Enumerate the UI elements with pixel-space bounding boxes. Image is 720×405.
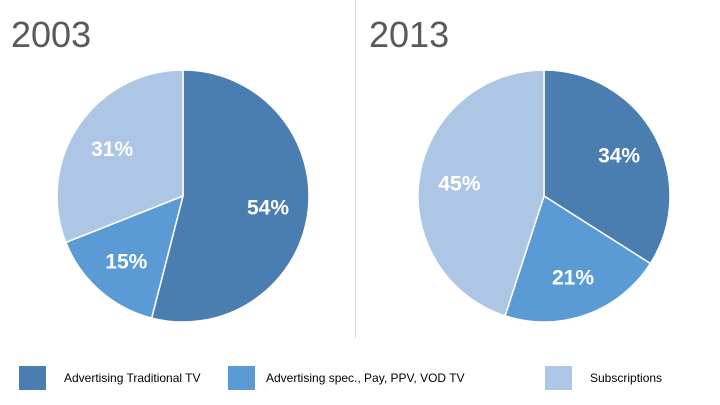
pie-slice-2013-spec-pay-tv bbox=[504, 194, 652, 323]
pie-label-2003-spec-pay-tv: 15% bbox=[105, 250, 147, 273]
legend-item-subscriptions: Subscriptions bbox=[545, 366, 662, 390]
legend-swatch-subscriptions bbox=[545, 366, 572, 390]
legend-swatch-traditional-tv bbox=[19, 366, 46, 390]
pie-label-2003-traditional-tv: 54% bbox=[247, 197, 289, 220]
pie-chart-2003: 54% 15% 31% bbox=[56, 69, 310, 323]
pie-slice-2013-subscriptions bbox=[417, 69, 545, 317]
pie-label-2003-subscriptions: 31% bbox=[91, 138, 133, 161]
legend-label-traditional-tv: Advertising Traditional TV bbox=[64, 371, 201, 385]
pie-slice-2003-subscriptions bbox=[56, 69, 184, 244]
legend-item-spec-pay-tv: Advertising spec., Pay, PPV, VOD TV bbox=[228, 366, 465, 390]
legend-label-subscriptions: Subscriptions bbox=[590, 371, 663, 385]
pie-chart-2013: 34% 21% 45% bbox=[417, 69, 671, 323]
pie-title-2003: 2003 bbox=[11, 14, 92, 55]
pie-label-2013-subscriptions: 45% bbox=[438, 173, 480, 196]
pie-title-2013: 2013 bbox=[369, 14, 450, 55]
pie-slice-2003-traditional-tv bbox=[150, 69, 310, 323]
legend-item-traditional-tv: Advertising Traditional TV bbox=[19, 366, 201, 390]
legend-label-spec-pay-tv: Advertising spec., Pay, PPV, VOD TV bbox=[266, 371, 465, 385]
legend-swatch-spec-pay-tv bbox=[228, 366, 255, 390]
legend: Advertising Traditional TV Advertising s… bbox=[0, 366, 720, 396]
pie-slice-2003-spec-pay-tv bbox=[64, 194, 185, 319]
pie-panel-2003: 2003 54% 15% 31% bbox=[0, 0, 356, 338]
pie-label-2013-spec-pay-tv: 21% bbox=[552, 267, 594, 290]
pie-panel-2013: 2013 34% 21% 45% bbox=[362, 0, 720, 338]
pie-label-2013-traditional-tv: 34% bbox=[598, 145, 640, 168]
